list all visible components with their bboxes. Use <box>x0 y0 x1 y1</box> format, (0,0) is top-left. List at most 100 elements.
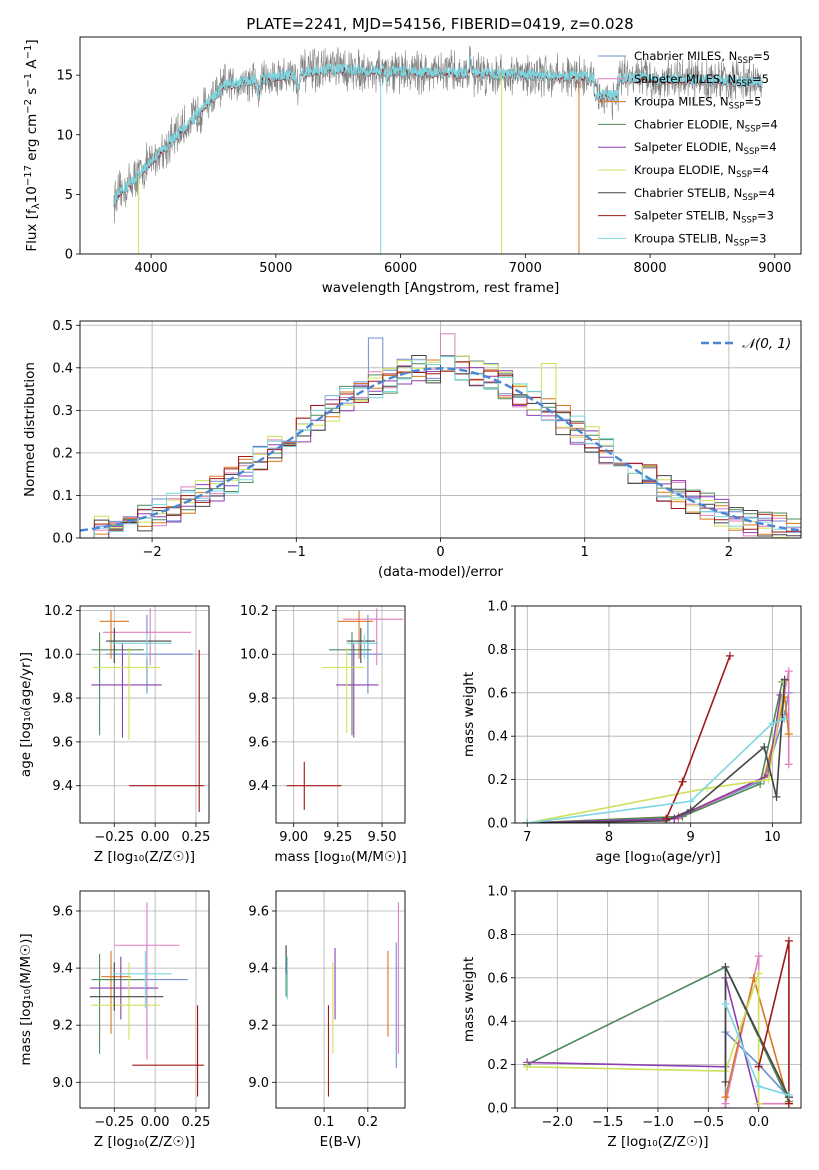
errorbar-point <box>101 950 131 1034</box>
mass-weight-marker <box>784 1090 793 1099</box>
y-tick-label: 9.0 <box>248 1076 269 1091</box>
y-axis-label-part: A <box>24 59 40 73</box>
mass-weight-marker <box>754 969 763 978</box>
x-tick-label: 10 <box>764 830 781 845</box>
plot-area-spectrum <box>113 45 763 254</box>
legend-entry-sub: SSP <box>742 193 758 203</box>
mass-weight-marker <box>721 962 730 971</box>
y-tick-label: 1.0 <box>487 885 508 900</box>
y-tick-label: 10.2 <box>240 604 269 619</box>
errorbar-point <box>109 634 172 659</box>
panel-mass-weight-vs-Z: −2.0 −1.5 −1.0 −0.5 0.0 0.0 0.2 0.4 0.6 0.8 1.0 Z [… <box>461 885 802 1150</box>
legend-entry-main: Kroupa MILES, N <box>634 95 729 109</box>
y-tick-label: 0.5 <box>52 319 73 334</box>
axes-frame <box>79 890 210 1109</box>
y-tick-label: 0.1 <box>52 489 73 504</box>
errorbar-point <box>89 956 159 1020</box>
errorbar-point <box>102 608 192 666</box>
errorbar-point <box>343 608 404 666</box>
y-tick-label: 0.8 <box>487 928 508 943</box>
errorbar-point <box>93 647 161 740</box>
x-tick-label: 0.25 <box>181 830 210 845</box>
y-tick-label: 1.0 <box>487 600 508 615</box>
legend-entry-main: Chabrier MILES, N <box>634 49 737 63</box>
mass-weight-marker <box>784 760 793 769</box>
x-tick-label: −0.25 <box>94 1115 134 1130</box>
x-tick-label: 6000 <box>384 261 417 276</box>
y-tick-label: 10.0 <box>44 648 73 663</box>
axes-frame <box>275 890 406 1109</box>
errorbar-point <box>346 634 379 659</box>
x-tick-label: 0.2 <box>357 1115 378 1130</box>
mass-weight-marker <box>784 730 793 739</box>
errorbar-point <box>99 610 129 659</box>
axes-frame <box>275 605 406 824</box>
mass-weight-marker <box>780 675 789 684</box>
errorbar-point <box>132 1005 205 1097</box>
x-tick-label: 0 <box>436 545 444 560</box>
errorbar-point <box>286 761 342 810</box>
errorbar-point <box>91 632 144 736</box>
y-tick-label: 0.0 <box>52 532 73 547</box>
legend-entry-main: Salpeter STELIB, N <box>634 209 741 223</box>
y-tick-label: 0.6 <box>487 686 508 701</box>
legend-entry-main: Kroupa STELIB, N <box>634 231 734 245</box>
legend-entry-tail: =4 <box>760 140 777 154</box>
errorbar-point <box>106 614 193 694</box>
y-tick-label: 9.8 <box>248 692 269 707</box>
y-tick-label: 9.6 <box>248 904 269 919</box>
errorbar-point <box>321 647 365 734</box>
figure-title: PLATE=2241, MJD=54156, FIBERID=0419, z=0… <box>246 15 633 33</box>
plot-area-mass-vs-Z <box>89 902 205 1097</box>
mass-weight-marker <box>662 814 671 823</box>
mass-weight-line <box>527 681 783 823</box>
x-tick-label: 7 <box>523 830 531 845</box>
x-axis-label: Z [log₁₀(Z/Z☉)] <box>94 849 195 865</box>
legend-entry: Salpeter ELODIE, NSSP=4 <box>634 140 777 157</box>
histogram-series <box>80 333 801 538</box>
x-axis-label: Z [log₁₀(Z/Z☉)] <box>607 1134 708 1150</box>
legend-entry-tail: =4 <box>752 163 769 177</box>
plot-area-age-vs-mass <box>286 608 404 810</box>
x-axis-label: E(B-V) <box>320 1134 362 1150</box>
y-axis-label-part: ] <box>24 39 40 44</box>
errorbar-point <box>337 610 374 659</box>
plot-area-mass-weight-vs-age <box>523 651 793 823</box>
y-tick-label: 9.8 <box>52 692 73 707</box>
mass-weight-marker <box>523 819 532 823</box>
y-tick-label: 0.2 <box>487 1058 508 1073</box>
x-tick-label: −0.25 <box>94 830 134 845</box>
errorbar-point <box>91 953 146 1054</box>
legend-entry-sub: SSP <box>736 170 752 180</box>
axes-frame <box>514 890 802 1109</box>
legend-entry-main: Chabrier ELODIE, N <box>634 117 745 131</box>
y-axis-label-part: Flux [f <box>24 208 40 252</box>
legend-entry-sub: SSP <box>729 102 745 112</box>
errorbar-point <box>112 950 172 1009</box>
mass-weight-line <box>527 977 760 1108</box>
axes-frame <box>79 320 802 539</box>
x-axis-label: Z [log₁₀(Z/Z☉)] <box>94 1134 195 1150</box>
mass-weight-marker <box>749 973 758 982</box>
y-axis-label-part: −17 <box>23 165 34 186</box>
axes-frame <box>79 36 802 255</box>
x-tick-label: 9.00 <box>279 830 308 845</box>
axes-frame <box>514 605 802 824</box>
mass-weight-line <box>527 692 790 823</box>
plot-area-age-vs-Z <box>91 608 205 813</box>
y-tick-label: 0.4 <box>487 730 508 745</box>
y-axis-label: age [log₁₀(age/yr)] <box>18 652 34 777</box>
legend-entry: Kroupa STELIB, NSSP=3 <box>634 231 766 248</box>
errorbar-point <box>329 632 372 736</box>
mass-weight-marker <box>764 775 773 784</box>
x-tick-label: 8 <box>605 830 613 845</box>
mass-weight-line <box>527 973 760 1104</box>
axes-frame <box>79 605 210 824</box>
x-axis-label: wavelength [Angstrom, rest frame] <box>322 280 560 296</box>
y-tick-label: 9.6 <box>248 735 269 750</box>
x-axis-label: mass [log₁₀(M/M☉)] <box>274 849 406 865</box>
y-tick-label: 9.4 <box>248 962 269 977</box>
errorbar-point <box>89 962 164 1011</box>
